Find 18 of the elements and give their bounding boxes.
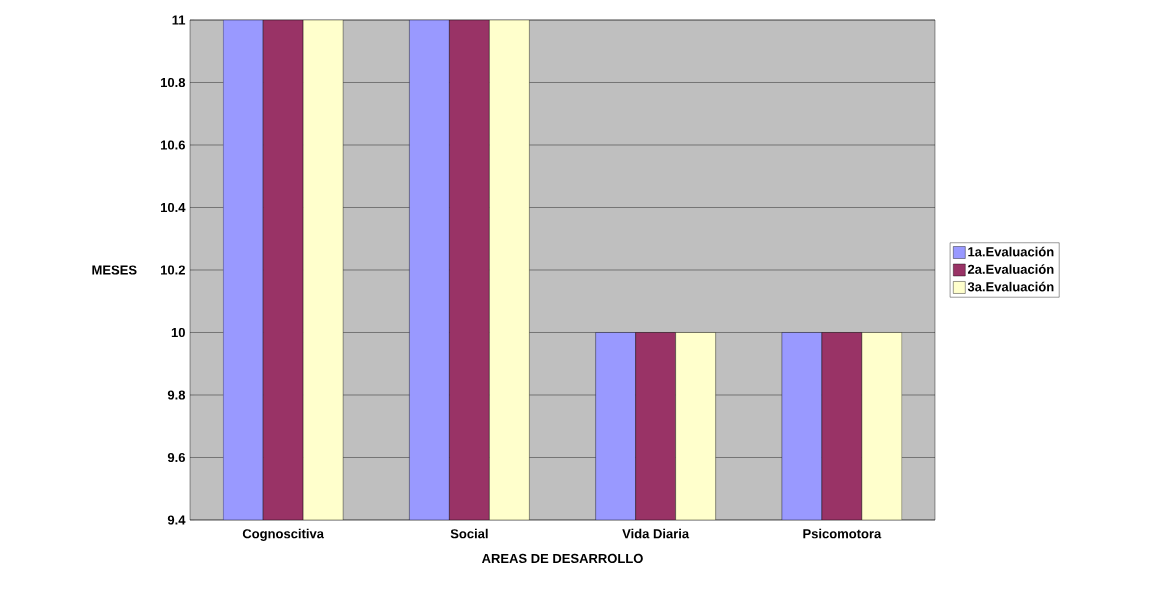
y-axis-title: MESES bbox=[92, 265, 137, 275]
y-tick-label: 10.8 bbox=[160, 77, 186, 88]
legend-label: 3a.Evaluación bbox=[967, 281, 1054, 292]
x-tick-label: Cognoscitiva bbox=[242, 528, 325, 541]
x-tick-label: Vida Diaria bbox=[622, 528, 690, 539]
x-tick-label: Psicomotora bbox=[803, 528, 882, 539]
y-tick-label: 11 bbox=[172, 15, 186, 25]
y-tick-label: 10.2 bbox=[160, 265, 185, 275]
y-tick-label: 10.4 bbox=[160, 202, 186, 213]
y-tick-label: 9.6 bbox=[167, 452, 186, 463]
legend-label: 2a.Evaluación bbox=[967, 264, 1054, 274]
x-axis-title: AREAS DE DESARROLLO bbox=[481, 553, 643, 564]
y-tick-label: 10.6 bbox=[160, 140, 185, 150]
y-tick-label: 10 bbox=[171, 327, 185, 338]
legend-label: 1a.Evaluación bbox=[968, 246, 1054, 257]
y-tick-label: 9.4 bbox=[167, 515, 186, 525]
x-tick-label: Social bbox=[450, 528, 488, 539]
y-tick-label: 9.8 bbox=[167, 390, 186, 400]
